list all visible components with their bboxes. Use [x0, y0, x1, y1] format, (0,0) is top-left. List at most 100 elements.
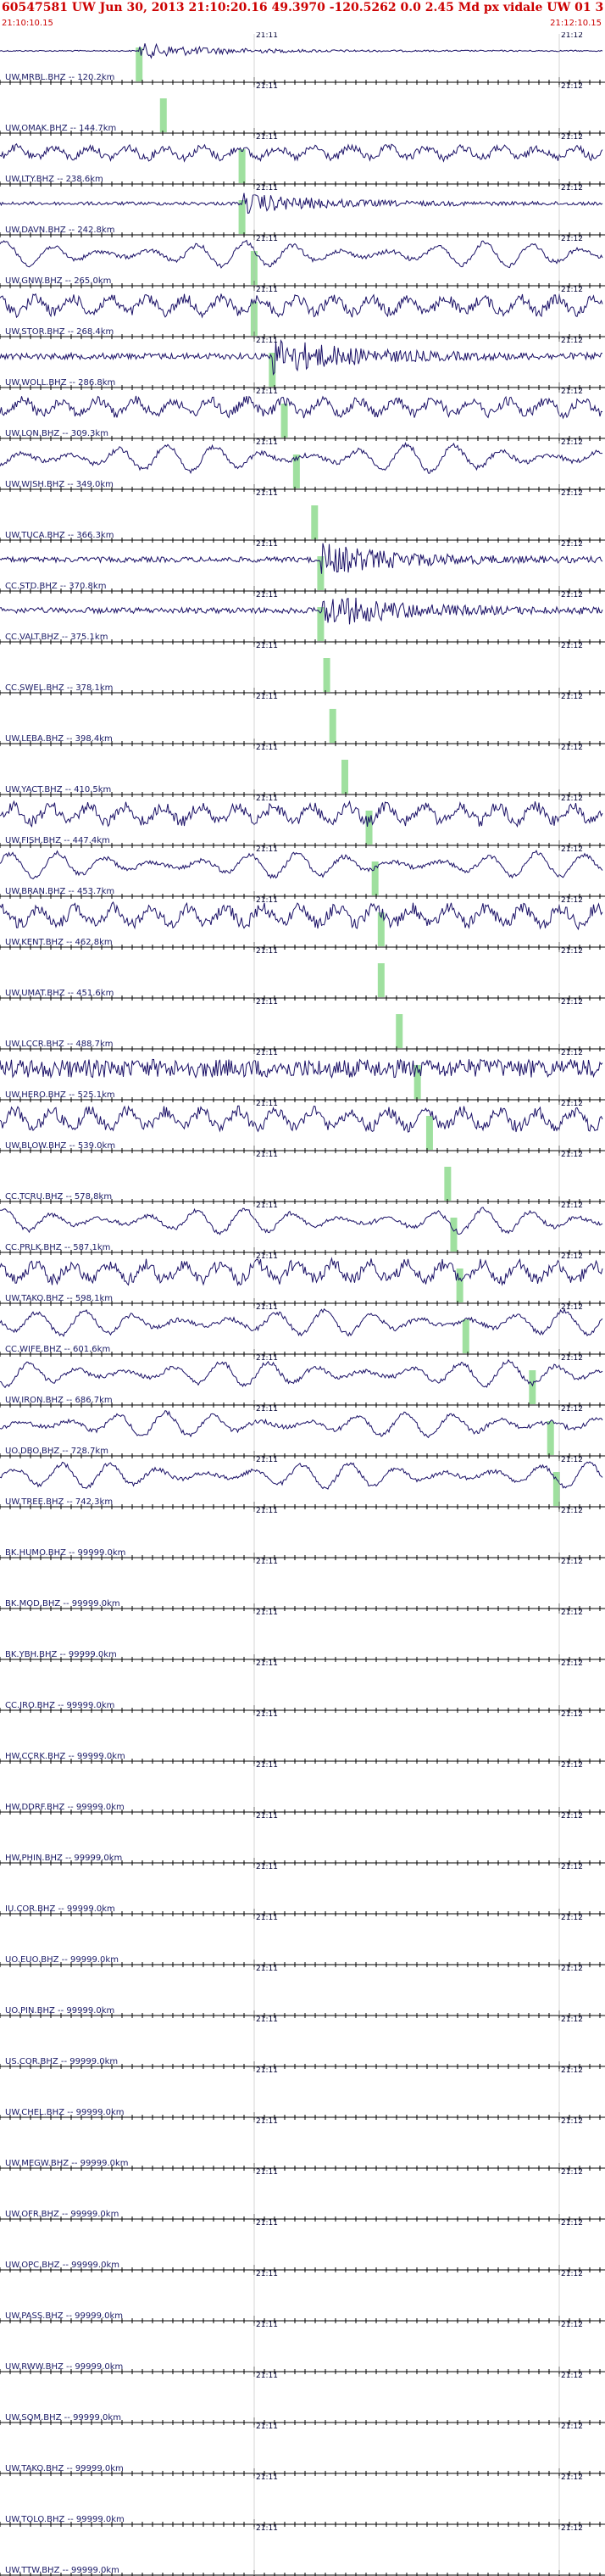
minute-label: 21:12 — [561, 1812, 583, 1820]
station-label: UW.GNW.BHZ -- 265.0km — [5, 276, 111, 286]
minute-label: 21:11 — [256, 1405, 278, 1413]
trace-row: 21:11 21:12 UW.CHEL.BHZ -- 99999.0km — [0, 2066, 605, 2122]
waveform — [0, 192, 603, 215]
minute-label: 21:12 — [561, 2423, 583, 2431]
minute-label: 21:12 — [561, 845, 583, 854]
phase-pick-marker — [292, 454, 300, 488]
station-label: UW.LON.BHZ -- 309.3km — [5, 429, 108, 438]
minute-label: 21:11 — [256, 1049, 278, 1057]
station-label: UW.MEGW.BHZ -- 99999.0km — [5, 2159, 129, 2168]
phase-pick-marker — [547, 1421, 554, 1455]
minute-label: 21:12 — [561, 591, 583, 599]
minute-label: 21:12 — [561, 1609, 583, 1617]
trace-row: 21:11 21:12 UW.HERO.BHZ -- 525.1km — [0, 1049, 605, 1105]
trace-row: 21:11 21:12 US.COR.BHZ -- 99999.0km — [0, 2016, 605, 2071]
station-label: IU.COR.BHZ -- 99999.0km — [5, 1904, 115, 1914]
trace-row: 21:11 21:12 UW.TOLO.BHZ -- 99999.0km — [0, 2473, 605, 2529]
minute-label: 21:12 — [561, 1252, 583, 1261]
station-label: UW.SQM.BHZ -- 99999.0km — [5, 2413, 121, 2423]
phase-pick-marker — [444, 1167, 452, 1201]
trace-row: 21:11 21:12 UW.TTW.BHZ -- 99999.0km — [0, 2524, 605, 2576]
waveform — [0, 338, 602, 376]
waveform — [0, 597, 603, 625]
minute-label: 21:12 — [561, 2321, 583, 2329]
minute-label: 21:11 — [256, 2270, 278, 2278]
waveform — [0, 543, 603, 574]
event-title: 60547581 UW Jun 30, 2013 21:10:20.16 49.… — [2, 1, 604, 14]
minute-label: 21:11 — [256, 1965, 278, 1973]
minute-label: 21:12 — [561, 2372, 583, 2380]
station-label: UW.RWW.BHZ -- 99999.0km — [5, 2362, 123, 2372]
trace-row: 21:11 21:12 UW.YACT.BHZ -- 410.5km — [0, 744, 605, 800]
minute-label: 21:11 — [256, 693, 278, 701]
minute-label: 21:12 — [561, 1914, 583, 1922]
minute-label: 21:11 — [256, 388, 278, 396]
minute-label: 21:11 — [256, 2321, 278, 2329]
minute-label: 21:11 — [256, 1202, 278, 1210]
station-label: UO.EUO.BHZ -- 99999.0km — [5, 1955, 119, 1965]
minute-label: 21:11 — [256, 1914, 278, 1922]
minute-label: 21:12 — [561, 1049, 583, 1057]
trace-row: 21:11 21:12 UW.KENT.BHZ -- 462.8km — [0, 896, 605, 952]
phase-pick-marker — [323, 658, 330, 692]
trace-row: 21:11 21:12 UW.DAVN.BHZ -- 242.8km — [0, 184, 605, 240]
minute-label: 21:12 — [561, 2219, 583, 2228]
minute-label: 21:12 — [561, 1354, 583, 1363]
minute-label: 21:12 — [561, 32, 583, 40]
phase-pick-marker — [238, 149, 246, 183]
minute-label: 21:12 — [561, 2524, 583, 2533]
phase-pick-marker — [341, 760, 348, 794]
phase-pick-marker — [425, 1116, 433, 1150]
minute-label: 21:11 — [256, 1100, 278, 1108]
station-label: UW.OMAK.BHZ -- 144.7km — [5, 124, 116, 133]
station-label: CC.WIFE.BHZ -- 601.6km — [5, 1345, 110, 1354]
station-label: UW.OFR.BHZ -- 99999.0km — [5, 2210, 119, 2219]
minute-label: 21:11 — [256, 2423, 278, 2431]
station-label: CC.PRLK.BHZ -- 587.1km — [5, 1243, 110, 1252]
trace-row: 21:11 21:12 BK.HUMO.BHZ -- 99999.0km — [0, 1507, 605, 1563]
minute-label: 21:11 — [256, 2219, 278, 2228]
minute-label: 21:11 — [256, 2016, 278, 2024]
minute-label: 21:11 — [256, 337, 278, 345]
phase-pick-marker — [529, 1370, 536, 1404]
trace-row: 21:11 21:12 UW.TUCA.BHZ -- 366.3km — [0, 489, 605, 545]
trace-row: 21:11 21:12 UW.MEGW.BHZ -- 99999.0km — [0, 2117, 605, 2173]
plot-header: 60547581 UW Jun 30, 2013 21:10:20.16 49.… — [0, 0, 605, 34]
trace-row: 21:11 21:12 UW.MRBL.BHZ -- 120.2km — [0, 32, 605, 87]
waveform — [0, 239, 603, 269]
station-label: CC.VALT.BHZ -- 375.1km — [5, 633, 108, 642]
minute-label: 21:11 — [256, 896, 278, 905]
minute-label: 21:12 — [561, 2473, 583, 2482]
phase-pick-marker — [269, 353, 276, 387]
minute-label: 21:12 — [561, 286, 583, 294]
minute-label: 21:12 — [561, 540, 583, 549]
minute-label: 21:12 — [561, 1100, 583, 1108]
phase-pick-marker — [456, 1268, 463, 1302]
minute-label: 21:12 — [561, 998, 583, 1006]
station-label: UO.PIN.BHZ -- 99999.0km — [5, 2006, 114, 2016]
trace-row: 21:11 21:12 UW.WOLL.BHZ -- 286.8km — [0, 337, 605, 393]
trace-row: 21:11 21:12 UW.UMAT.BHZ -- 451.6km — [0, 947, 605, 1003]
minute-label: 21:12 — [561, 1965, 583, 1973]
station-label: UW.BLOW.BHZ -- 539.0km — [5, 1141, 115, 1151]
minute-label: 21:12 — [561, 438, 583, 447]
minute-label: 21:11 — [256, 1863, 278, 1871]
station-label: HW.CCRK.BHZ -- 99999.0km — [5, 1752, 125, 1761]
station-label: UW.PASS.BHZ -- 99999.0km — [5, 2311, 123, 2321]
station-label: HW.DDRF.BHZ -- 99999.0km — [5, 1803, 125, 1812]
station-label: UW.MRBL.BHZ -- 120.2km — [5, 73, 114, 82]
trace-row: 21:11 21:12 CC.WIFE.BHZ -- 601.6km — [0, 1303, 605, 1359]
minute-label: 21:12 — [561, 896, 583, 905]
phase-pick-marker — [329, 709, 336, 743]
trace-row: 21:11 21:12 UO.EUO.BHZ -- 99999.0km — [0, 1914, 605, 1970]
waveform — [0, 1207, 603, 1235]
trace-row: 21:11 21:12 CC.SWEL.BHZ -- 378.1km — [0, 642, 605, 698]
station-label: UW.LTY.BHZ -- 238.6km — [5, 175, 103, 184]
station-label: UW.YACT.BHZ -- 410.5km — [5, 785, 111, 795]
station-label: UW.CHEL.BHZ -- 99999.0km — [5, 2108, 125, 2117]
minute-label: 21:12 — [561, 1456, 583, 1464]
waveform — [0, 395, 603, 420]
minute-label: 21:11 — [256, 1761, 278, 1770]
station-label: UW.TUCA.BHZ -- 366.3km — [5, 531, 114, 540]
waveform — [0, 142, 603, 163]
